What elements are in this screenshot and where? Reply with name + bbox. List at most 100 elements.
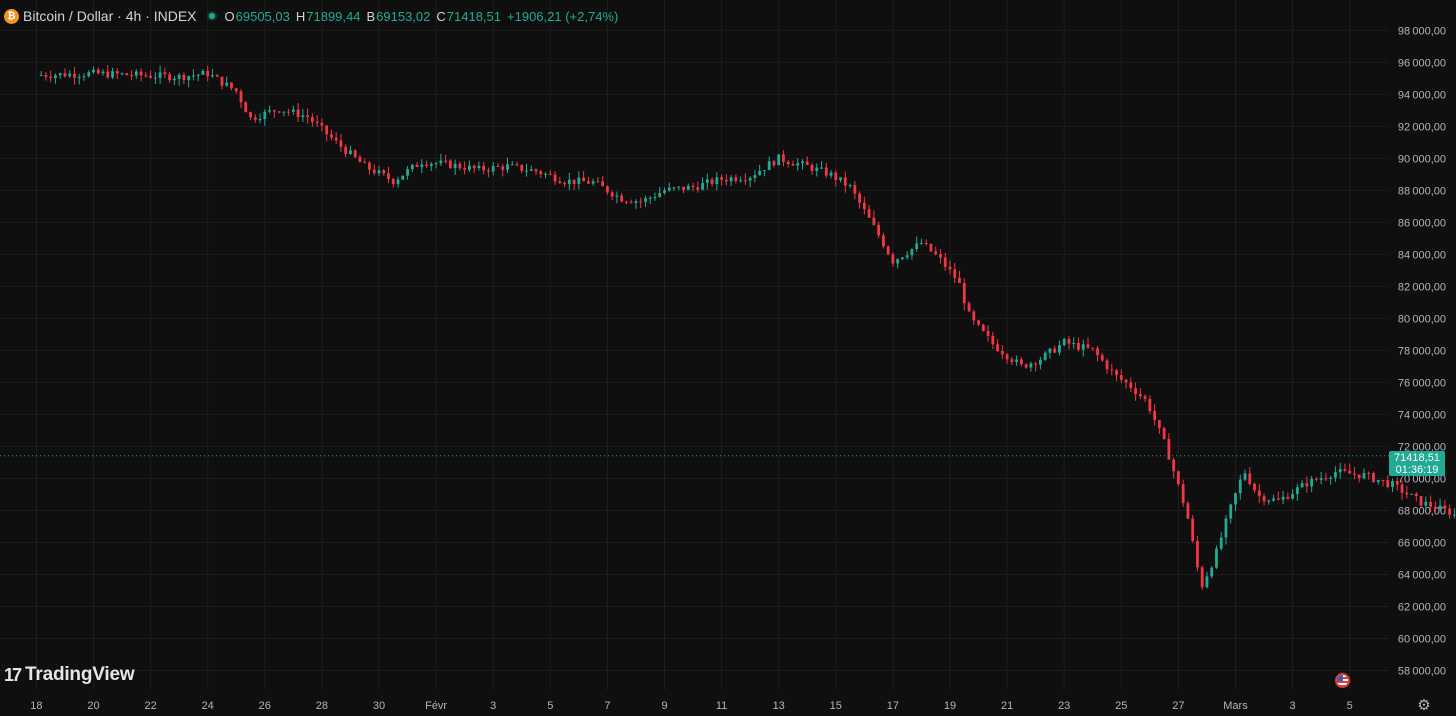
candle-body <box>520 164 524 171</box>
candle-body <box>1058 345 1061 353</box>
candle-body <box>1043 352 1047 360</box>
candle-body <box>586 181 590 184</box>
bitcoin-icon: ₿ <box>4 8 19 24</box>
candle-body <box>1429 501 1432 507</box>
candle-body <box>230 82 233 89</box>
candle-body <box>1134 388 1137 395</box>
x-tick-label: 5 <box>547 700 553 712</box>
candle-body <box>862 202 866 210</box>
candle-body <box>92 69 95 73</box>
candle-body <box>1348 470 1352 474</box>
tradingview-logo-icon: 17 <box>4 664 22 685</box>
candle-body <box>1414 493 1418 497</box>
y-tick-label: 84 000,00 <box>1398 249 1446 261</box>
candle-body <box>168 74 172 81</box>
candle-body <box>253 117 257 120</box>
x-tick-label: 20 <box>87 700 99 712</box>
candle-body <box>948 266 952 270</box>
candle-body <box>1096 348 1099 356</box>
candle-body <box>482 165 486 171</box>
candle-body <box>149 75 152 78</box>
x-tick-label: Mars <box>1223 700 1248 712</box>
candle-body <box>886 246 890 255</box>
candle-body <box>1248 473 1252 484</box>
candle-body <box>872 217 876 225</box>
candle-body <box>1091 347 1095 349</box>
candle-body <box>510 164 514 166</box>
candle-body <box>1224 518 1228 538</box>
candle-body <box>1181 484 1185 504</box>
candle-body <box>158 72 162 78</box>
candle-body <box>1029 363 1033 368</box>
tradingview-logo[interactable]: 17 TradingView <box>4 664 135 686</box>
open-value: 69505,03 <box>235 8 290 24</box>
candle-body <box>558 181 562 184</box>
candle-body <box>477 165 481 169</box>
candle-body <box>192 75 195 77</box>
candle-body <box>1148 398 1152 412</box>
candle-body <box>215 75 219 77</box>
close-value: 71418,51 <box>446 8 502 24</box>
candle-body <box>758 170 762 176</box>
y-tick-label: 60 000,00 <box>1398 634 1446 646</box>
candle-body <box>567 179 571 185</box>
x-tick-label: 7 <box>604 700 610 712</box>
candle-body <box>924 243 928 245</box>
candle-body <box>667 187 671 191</box>
candle-body <box>1443 505 1447 509</box>
candle-body <box>1062 339 1066 346</box>
x-tick-label: 18 <box>30 700 42 712</box>
market-status-icon[interactable] <box>206 11 217 21</box>
candle-body <box>1081 344 1085 350</box>
candle-body <box>572 179 576 184</box>
candle-body <box>525 170 528 172</box>
candle-body <box>810 165 814 171</box>
candle-body <box>153 77 157 79</box>
us-flag-icon[interactable] <box>1335 673 1350 688</box>
candle-body <box>429 163 433 166</box>
candle-body <box>268 110 271 112</box>
candle-body <box>534 169 538 172</box>
candle-body <box>1124 379 1128 383</box>
candle-body <box>1400 484 1404 493</box>
candle-body <box>801 161 804 164</box>
candle-body <box>58 73 62 76</box>
candle-body <box>225 82 229 86</box>
candle-body <box>49 76 53 79</box>
candle-body <box>615 195 619 197</box>
candle-body <box>1448 508 1452 515</box>
candle-body <box>82 76 86 78</box>
candle-body <box>1048 348 1052 353</box>
candle-body <box>125 73 129 76</box>
candle-body <box>77 76 81 78</box>
candle-body <box>1391 481 1394 487</box>
candle-body <box>929 243 933 252</box>
candle-body <box>881 235 885 247</box>
candle-body <box>444 160 448 162</box>
candle-body <box>349 150 352 154</box>
candle-body <box>1129 382 1133 389</box>
gear-icon[interactable]: ⚙ <box>1417 697 1431 714</box>
candle-body <box>953 269 957 278</box>
candle-body <box>1215 548 1218 568</box>
y-tick-label: 66 000,00 <box>1398 537 1446 549</box>
candle-body <box>991 335 995 345</box>
candle-body <box>1019 359 1023 365</box>
candle-body <box>1386 480 1390 487</box>
candle-body <box>743 180 747 182</box>
y-tick-label: 64 000,00 <box>1398 569 1446 581</box>
candle-body <box>639 201 643 203</box>
candle-body <box>853 185 857 194</box>
symbol-title[interactable]: Bitcoin / Dollar · 4h · INDEX <box>23 8 197 24</box>
candle-body <box>301 115 305 118</box>
candle-body <box>249 112 252 118</box>
y-tick-label: 98 000,00 <box>1398 25 1446 37</box>
candle-body <box>691 185 695 188</box>
candle-body <box>563 183 566 185</box>
candle-body <box>1381 479 1385 481</box>
candle-body <box>1119 375 1123 380</box>
candle-body <box>620 195 624 202</box>
candle-body <box>401 175 405 180</box>
